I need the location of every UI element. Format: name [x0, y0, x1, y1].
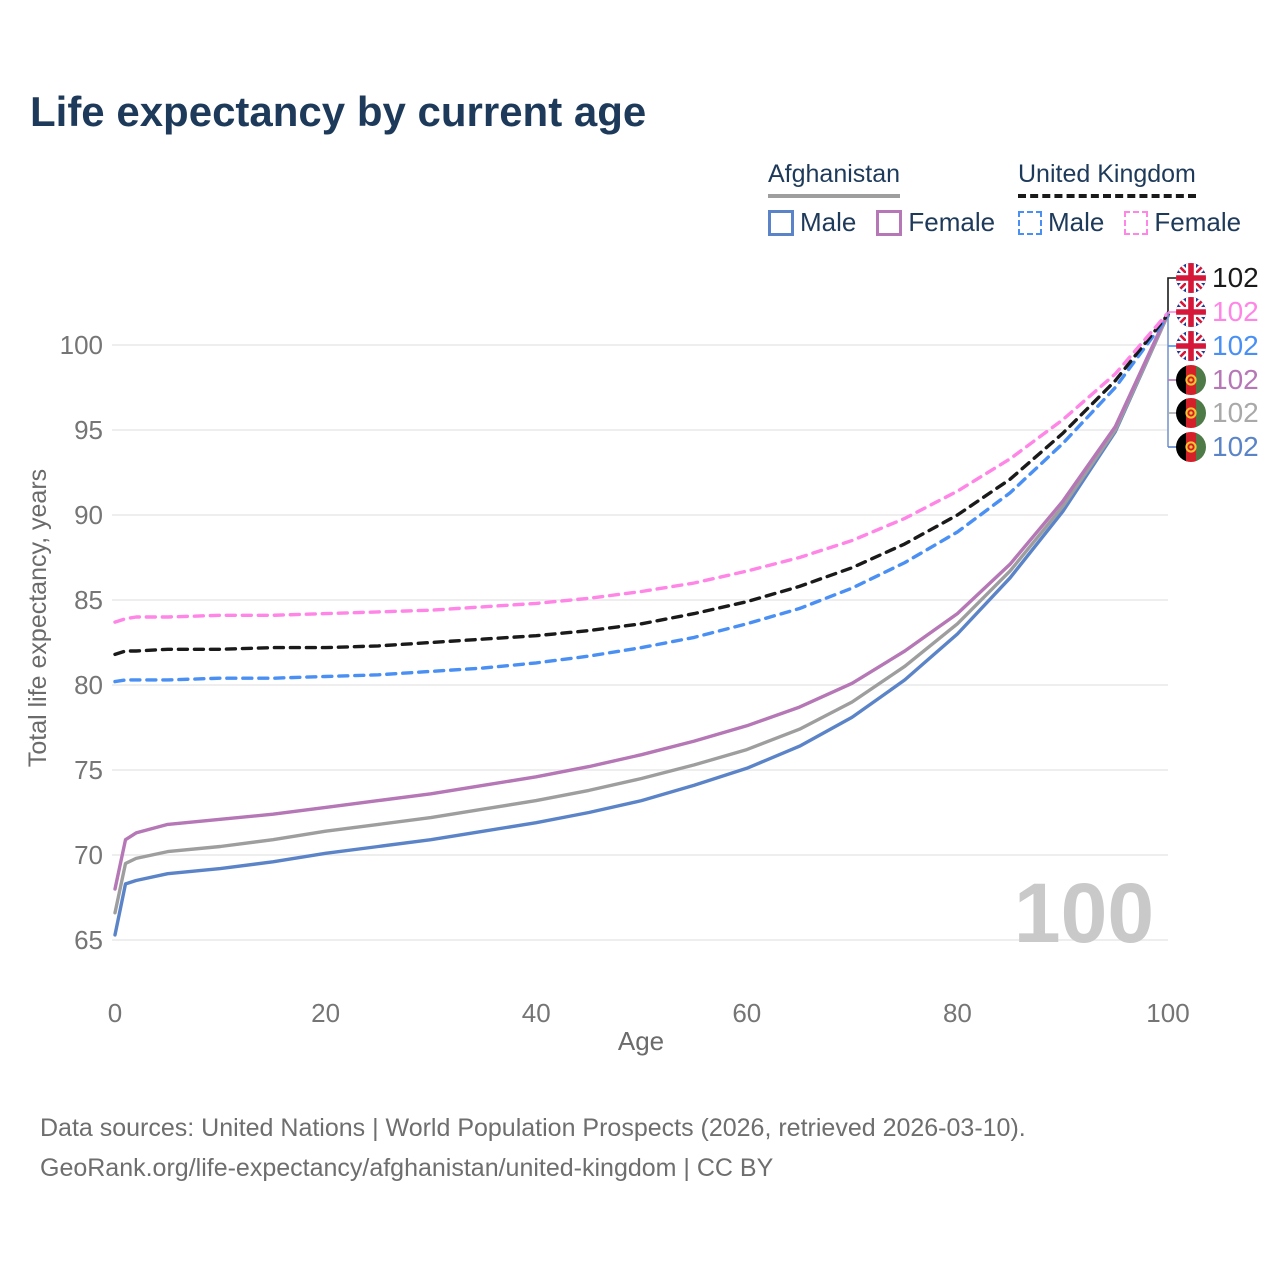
- legend-toggle-afghanistan-female[interactable]: Female: [876, 207, 995, 238]
- y-tick-label: 65: [74, 925, 103, 955]
- legend-label: Male: [800, 207, 857, 237]
- end-label-value: 102: [1212, 431, 1259, 462]
- checkbox-afghanistan-female-icon[interactable]: [876, 209, 903, 236]
- end-label-value: 102: [1212, 262, 1259, 293]
- y-tick-label: 95: [74, 415, 103, 445]
- y-tick-label: 80: [74, 670, 103, 700]
- data-sources-text: Data sources: United Nations | World Pop…: [40, 1114, 1026, 1142]
- legend-label: Female: [1154, 207, 1242, 237]
- x-tick-label: 20: [311, 998, 340, 1028]
- legend-toggle-uk-female[interactable]: Female: [1124, 207, 1241, 238]
- uk-flag-icon: [1176, 263, 1206, 293]
- y-tick-label: 90: [74, 500, 103, 530]
- end-label-value: 102: [1212, 364, 1259, 395]
- x-axis-title: Age: [618, 1026, 664, 1056]
- series-line-united-kingdom-male[interactable]: [113, 314, 1170, 684]
- afghanistan-flag-icon: [1176, 365, 1206, 395]
- age-counter-watermark: 100: [1014, 866, 1154, 960]
- x-tick-label: 60: [732, 998, 761, 1028]
- x-tick-label: 0: [108, 998, 122, 1028]
- legend-group-united-kingdom: United Kingdom Male Female: [1018, 160, 1241, 238]
- uk-flag-icon: [1176, 331, 1206, 361]
- legend-toggle-uk-male[interactable]: Male: [1018, 207, 1104, 238]
- legend-group-afghanistan: Afghanistan Male Female: [768, 160, 995, 238]
- legend-toggle-afghanistan-male[interactable]: Male: [768, 207, 856, 238]
- legend-header-afghanistan[interactable]: Afghanistan: [768, 160, 901, 198]
- attribution-text: GeoRank.org/life-expectancy/afghanistan/…: [40, 1154, 774, 1182]
- x-tick-label: 40: [522, 998, 551, 1028]
- series-line-afghanistan-female[interactable]: [113, 311, 1170, 891]
- series-line-afghanistan-both-sexes[interactable]: [113, 312, 1170, 915]
- legend-label: Male: [1048, 207, 1105, 237]
- legend-label: Female: [908, 207, 996, 237]
- checkbox-afghanistan-male-icon[interactable]: [768, 209, 794, 236]
- checkbox-uk-male-icon[interactable]: [1018, 210, 1042, 235]
- x-tick-label: 100: [1146, 998, 1189, 1028]
- y-tick-label: 85: [74, 585, 103, 615]
- end-label-value: 102: [1212, 330, 1259, 361]
- afghanistan-flag-icon: [1176, 432, 1206, 462]
- y-tick-label: 75: [74, 755, 103, 785]
- series-line-united-kingdom-both-sexes[interactable]: [113, 312, 1170, 657]
- end-label-value: 102: [1212, 296, 1259, 327]
- series-line-united-kingdom-female[interactable]: [113, 311, 1170, 624]
- series-line-afghanistan-male[interactable]: [113, 312, 1170, 937]
- end-label-value: 102: [1212, 397, 1259, 428]
- y-tick-label: 100: [60, 330, 103, 360]
- y-axis-title: Total life expectancy, years: [24, 469, 52, 767]
- page-title: Life expectancy by current age: [30, 88, 647, 135]
- afghanistan-flag-icon: [1176, 398, 1206, 428]
- y-tick-label: 70: [74, 840, 103, 870]
- legend-header-united-kingdom[interactable]: United Kingdom: [1018, 160, 1196, 198]
- x-tick-label: 80: [943, 998, 972, 1028]
- uk-flag-icon: [1176, 297, 1206, 327]
- checkbox-uk-female-icon[interactable]: [1124, 210, 1149, 235]
- legend-items-afghanistan: Male Female: [768, 207, 995, 238]
- legend-items-united-kingdom: Male Female: [1018, 207, 1241, 238]
